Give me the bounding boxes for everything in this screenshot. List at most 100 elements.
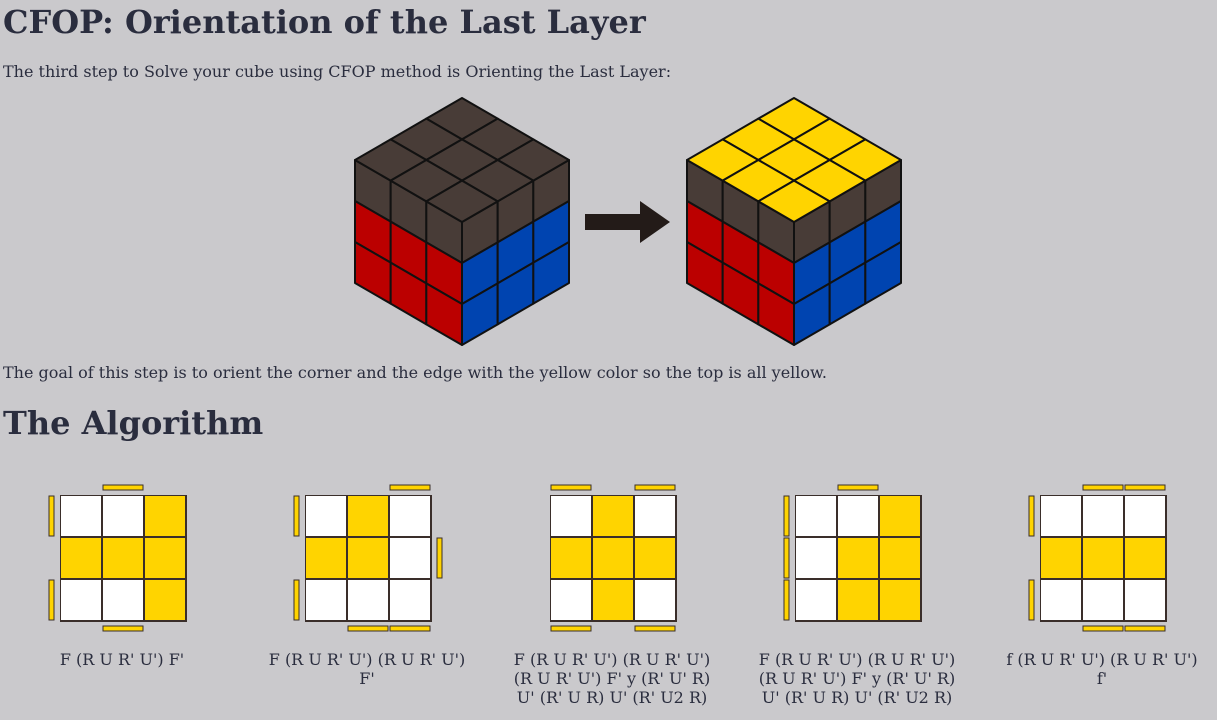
- intro-text: The third step to Solve your cube using …: [3, 62, 672, 81]
- page-title: CFOP: Orientation of the Last Layer: [3, 3, 646, 41]
- side-indicator: [837, 484, 879, 491]
- side-indicator: [1028, 579, 1035, 621]
- oll-case-diagram: [293, 484, 443, 632]
- oll-case-diagram: [1028, 484, 1167, 632]
- case-sticker: [635, 538, 675, 578]
- case-sticker: [390, 580, 430, 620]
- case-sticker: [1041, 580, 1081, 620]
- case-sticker: [1083, 538, 1123, 578]
- case-sticker: [796, 538, 836, 578]
- case-sticker: [1083, 580, 1123, 620]
- case-sticker: [306, 538, 346, 578]
- case-sticker: [103, 538, 143, 578]
- algorithm-text: F (R U R' U') (R U R' U') (R U R' U') F' …: [497, 650, 727, 707]
- algorithm-text: F (R U R' U') (R U R' U') F': [252, 650, 482, 688]
- oll-case-diagram: [550, 484, 677, 632]
- case-sticker: [1041, 538, 1081, 578]
- case-sticker: [551, 538, 591, 578]
- side-indicator: [389, 625, 431, 632]
- goal-text: The goal of this step is to orient the c…: [3, 363, 827, 382]
- case-sticker: [348, 496, 388, 536]
- algorithm-line: f': [1096, 669, 1108, 688]
- case-sticker: [145, 538, 185, 578]
- case-sticker: [838, 496, 878, 536]
- algorithm-line: U' (R' U R) U' (R' U2 R): [761, 688, 953, 707]
- side-indicator: [48, 495, 55, 537]
- cube-diagram: [354, 97, 902, 346]
- side-indicator: [1082, 484, 1124, 491]
- algorithm-text: F (R U R' U') F': [7, 650, 237, 669]
- algorithm-text: f (R U R' U') (R U R' U') f': [987, 650, 1217, 688]
- side-indicator: [1082, 625, 1124, 632]
- case-sticker: [796, 580, 836, 620]
- algorithm-line: f (R U R' U') (R U R' U'): [1006, 650, 1198, 669]
- case-sticker: [306, 580, 346, 620]
- side-indicator: [293, 579, 300, 621]
- case-sticker: [635, 496, 675, 536]
- algorithm-line: F (R U R' U') (R U R' U'): [513, 650, 711, 669]
- case-sticker: [593, 580, 633, 620]
- case-sticker: [103, 496, 143, 536]
- right-face-sticker: [864, 241, 902, 305]
- case-sticker: [593, 538, 633, 578]
- case-sticker: [551, 496, 591, 536]
- side-indicator: [293, 495, 300, 537]
- case-sticker: [348, 538, 388, 578]
- side-indicator: [347, 625, 389, 632]
- case-sticker: [1041, 496, 1081, 536]
- case-sticker: [796, 496, 836, 536]
- algorithm-line: F (R U R' U') (R U R' U'): [758, 650, 956, 669]
- cube-before: [354, 97, 570, 346]
- cube-after: [686, 97, 902, 346]
- case-sticker: [1083, 496, 1123, 536]
- case-sticker: [145, 580, 185, 620]
- case-sticker: [551, 580, 591, 620]
- case-sticker: [145, 496, 185, 536]
- case-sticker: [61, 538, 101, 578]
- algorithm-line: (R U R' U') F' y (R' U' R): [513, 669, 711, 688]
- side-indicator: [48, 579, 55, 621]
- top-sticker: [425, 179, 499, 223]
- side-indicator: [634, 625, 676, 632]
- algorithm-line: U' (R' U R) U' (R' U2 R): [516, 688, 708, 707]
- side-indicator: [102, 625, 144, 632]
- case-sticker: [61, 496, 101, 536]
- case-sticker: [61, 580, 101, 620]
- oll-case-diagram: [48, 484, 187, 632]
- case-sticker: [1125, 496, 1165, 536]
- side-indicator: [783, 579, 790, 621]
- right-face-sticker: [532, 241, 570, 305]
- top-sticker: [757, 179, 831, 223]
- case-sticker: [635, 580, 675, 620]
- case-sticker: [880, 580, 920, 620]
- side-indicator: [783, 537, 790, 579]
- algorithm-line: F (R U R' U') (R U R' U'): [268, 650, 466, 669]
- case-sticker: [593, 496, 633, 536]
- algorithm-heading: The Algorithm: [3, 404, 264, 442]
- side-indicator: [1124, 484, 1166, 491]
- side-indicator: [634, 484, 676, 491]
- algorithm-line: F (R U R' U') F': [59, 650, 185, 669]
- side-indicator: [436, 537, 443, 579]
- case-sticker: [306, 496, 346, 536]
- case-sticker: [390, 538, 430, 578]
- algorithm-line: F': [359, 669, 375, 688]
- case-sticker: [1125, 580, 1165, 620]
- side-indicator: [102, 484, 144, 491]
- side-indicator: [783, 495, 790, 537]
- right-arrow-icon: [585, 201, 670, 243]
- algorithm-line: (R U R' U') F' y (R' U' R): [758, 669, 956, 688]
- case-sticker: [1125, 538, 1165, 578]
- case-sticker: [103, 580, 143, 620]
- case-sticker: [838, 538, 878, 578]
- algorithm-text: F (R U R' U') (R U R' U') (R U R' U') F' …: [742, 650, 972, 707]
- side-indicator: [389, 484, 431, 491]
- case-sticker: [838, 580, 878, 620]
- case-sticker: [880, 496, 920, 536]
- case-sticker: [880, 538, 920, 578]
- oll-case-diagram: [783, 484, 922, 622]
- side-indicator: [550, 625, 592, 632]
- case-sticker: [348, 580, 388, 620]
- side-indicator: [1028, 495, 1035, 537]
- case-sticker: [390, 496, 430, 536]
